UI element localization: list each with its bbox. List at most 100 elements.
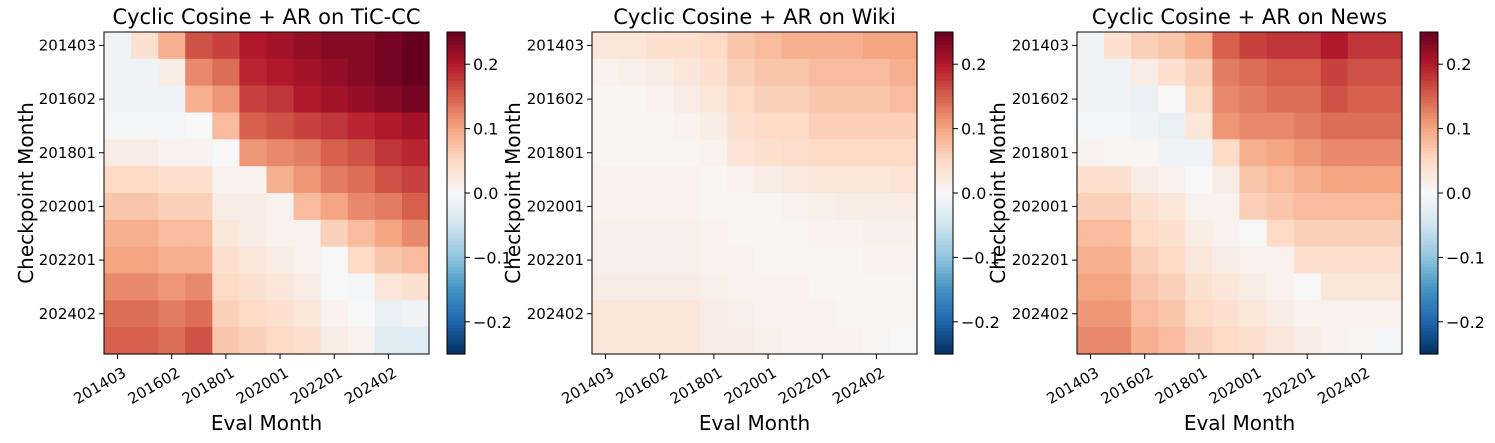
colorbar-segment — [1420, 180, 1438, 184]
colorbar-segment — [447, 257, 465, 262]
heatmap-cell — [673, 300, 701, 328]
heatmap-cell — [808, 139, 837, 167]
colorbar-segment — [1420, 318, 1438, 323]
heatmap-cell — [1374, 273, 1403, 301]
colorbar-segment — [1420, 86, 1438, 91]
heatmap-cell — [104, 193, 132, 221]
colorbar-segment — [935, 35, 953, 40]
heatmap-cell — [1374, 139, 1403, 167]
heatmap-cell — [1266, 58, 1295, 87]
colorbar-segment — [935, 254, 953, 258]
heatmap-cell — [320, 85, 349, 114]
heatmap-cell — [1320, 139, 1349, 167]
heatmap-cell — [239, 166, 268, 194]
y-axis-label: Checkpoint Month — [501, 102, 525, 284]
colorbar-segment — [935, 193, 953, 197]
heatmap-cell — [727, 32, 756, 60]
heatmap-cell — [646, 246, 674, 275]
colorbar-segment — [447, 328, 465, 333]
heatmap-cell — [862, 219, 891, 248]
heatmap-cell — [266, 273, 295, 301]
heatmap-cell — [781, 193, 810, 221]
heatmap-cell — [320, 273, 349, 301]
heatmap-cell — [862, 139, 891, 167]
colorbar-segment — [935, 32, 953, 36]
colorbar-segment — [1420, 135, 1438, 139]
heatmap-cell — [889, 85, 918, 114]
colorbar-segment — [447, 138, 465, 143]
colorbar-segment — [447, 112, 465, 117]
colorbar-segment — [447, 64, 465, 69]
heatmap-cell — [374, 246, 403, 275]
heatmap-cell — [889, 139, 918, 167]
heatmap-cell — [1131, 193, 1159, 221]
heatmap-cell — [1131, 166, 1159, 194]
heatmap-cell — [1347, 193, 1376, 221]
heatmap-cell — [808, 166, 837, 194]
heatmap-cell — [889, 327, 918, 355]
heatmap-cell — [1212, 166, 1241, 194]
colorbar-segment — [935, 299, 953, 304]
heatmap-cell — [1077, 327, 1105, 355]
heatmap-cell — [1239, 300, 1268, 328]
colorbar-segment — [447, 131, 465, 136]
heatmap-cell — [1104, 219, 1132, 248]
heatmap-cell — [239, 112, 268, 140]
heatmap-cell — [700, 139, 729, 167]
heatmap-cell — [862, 273, 891, 301]
x-tick-label: 201403 — [71, 364, 130, 408]
x-tick-label: 201403 — [1044, 364, 1103, 408]
heatmap-cell — [862, 246, 891, 275]
y-tick-label: 202001 — [1012, 197, 1069, 215]
heatmap-cell — [646, 166, 674, 194]
colorbar-segment — [935, 118, 953, 123]
heatmap-cell — [1185, 273, 1214, 301]
plot-frame — [103, 31, 430, 355]
colorbar-segment — [447, 160, 465, 165]
heatmap-cell — [1104, 58, 1132, 87]
colorbar-segment — [447, 41, 465, 46]
colorbar-segment — [1420, 221, 1438, 226]
colorbar-segment — [1420, 267, 1438, 271]
colorbar-segment — [1420, 60, 1438, 65]
heatmap-cell — [1158, 32, 1186, 60]
colorbar-segment — [1420, 147, 1438, 152]
heatmap-cell — [401, 193, 430, 221]
colorbar-segment — [1420, 102, 1438, 107]
heatmap-cell — [1293, 166, 1322, 194]
heatmap-cell — [889, 112, 918, 140]
colorbar-segment — [447, 35, 465, 40]
heatmap-cell — [212, 273, 241, 301]
heatmap-cell — [158, 139, 186, 167]
heatmap-cell — [1185, 85, 1214, 114]
colorbar-tick-label: 0.0 — [961, 184, 986, 203]
heatmap-cell — [1239, 327, 1268, 355]
colorbar-segment — [935, 102, 953, 107]
heatmap-cell — [1158, 112, 1186, 140]
colorbar-segment — [1420, 205, 1438, 210]
colorbar-segment — [447, 334, 465, 339]
colorbar-segment — [447, 305, 465, 310]
heatmap-cell — [1185, 193, 1214, 221]
heatmap-cell — [1077, 166, 1105, 194]
colorbar-segment — [935, 260, 953, 265]
heatmap-cell — [266, 193, 295, 221]
colorbar-segment — [935, 302, 953, 307]
heatmap-cell — [1158, 327, 1186, 355]
colorbar-segment — [447, 241, 465, 246]
colorbar-segment — [1420, 118, 1438, 123]
heatmap-cell — [1347, 32, 1376, 60]
heatmap-cell — [1320, 58, 1349, 87]
colorbar-segment — [447, 170, 465, 175]
colorbar-segment — [935, 315, 953, 320]
colorbar-segment — [935, 337, 953, 342]
heatmap-cell — [1239, 193, 1268, 221]
y-tick-label: 202201 — [1012, 251, 1069, 269]
colorbar-segment — [1420, 299, 1438, 304]
heatmap-cell — [158, 273, 186, 301]
heatmap-cell — [185, 219, 213, 248]
heatmap-cell — [1185, 246, 1214, 275]
colorbar-segment — [935, 138, 953, 143]
heatmap-cell — [754, 300, 783, 328]
chart-title: Cyclic Cosine + AR on News — [1092, 5, 1387, 29]
